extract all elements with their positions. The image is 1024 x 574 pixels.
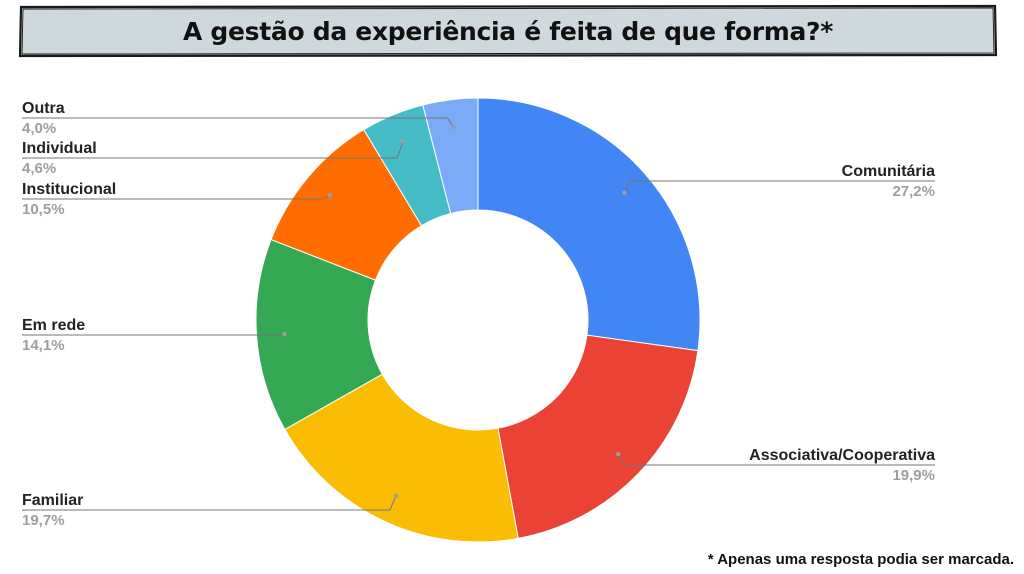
leader-dot-3 [282, 331, 287, 337]
slice-percent-label-3: 14,1% [22, 337, 65, 354]
leader-dot-2 [393, 493, 399, 498]
footnote: * Apenas uma resposta podia ser marcada. [707, 551, 1014, 568]
leader-dot-1 [615, 451, 621, 457]
leader-line-3 [22, 333, 285, 336]
slice-label-group-1: Associativa/Cooperativa 19,9% [615, 447, 935, 484]
slice-category-label-5: Individual [22, 140, 97, 157]
title-banner-background [18, 4, 998, 58]
slice-percent-label-2: 19,7% [22, 512, 65, 529]
donut-slice-2 [284, 373, 519, 543]
slice-percent-label-5: 4,6% [22, 160, 56, 177]
leader-dot-0 [622, 190, 627, 195]
chart-title: A gestão da experiência é feita de que f… [182, 16, 834, 46]
slice-category-label-1: Associativa/Cooperativa [749, 447, 935, 464]
slice-percent-label-4: 10,5% [22, 201, 65, 218]
leader-line-1 [617, 453, 935, 466]
slice-label-group-3: Em rede 14,1% [22, 317, 287, 354]
title-banner: A gestão da experiência é feita de que f… [18, 4, 998, 58]
donut-slice-1 [497, 334, 699, 539]
leader-line-6 [22, 117, 455, 128]
leader-dot-6 [451, 125, 456, 130]
slice-category-label-3: Em rede [22, 317, 85, 334]
slice-category-label-0: Comunitária [842, 163, 935, 180]
leader-dot-5 [400, 138, 406, 144]
slice-category-label-2: Familiar [22, 492, 83, 509]
donut-slice-6 [422, 97, 479, 215]
slice-percent-label-0: 27,2% [892, 183, 935, 200]
slice-category-label-6: Outra [22, 100, 65, 117]
slice-percent-label-6: 4,0% [22, 120, 56, 137]
slice-category-label-4: Institucional [22, 181, 116, 198]
donut-slice-0 [477, 97, 701, 352]
slice-label-group-4: Institucional 10,5% [22, 181, 332, 218]
slice-label-group-0: Comunitária 27,2% [622, 163, 935, 200]
leader-line-4 [22, 194, 330, 200]
slice-label-group-5: Individual 4,6% [22, 138, 406, 177]
slice-label-group-2: Familiar 19,7% [22, 492, 399, 529]
leader-dot-4 [327, 192, 332, 198]
slice-percent-label-1: 19,9% [892, 467, 935, 484]
leader-line-2 [22, 495, 397, 511]
leader-line-0 [623, 180, 935, 193]
slice-label-group-6: Outra 4,0% [22, 100, 456, 137]
leader-line-5 [22, 140, 404, 159]
